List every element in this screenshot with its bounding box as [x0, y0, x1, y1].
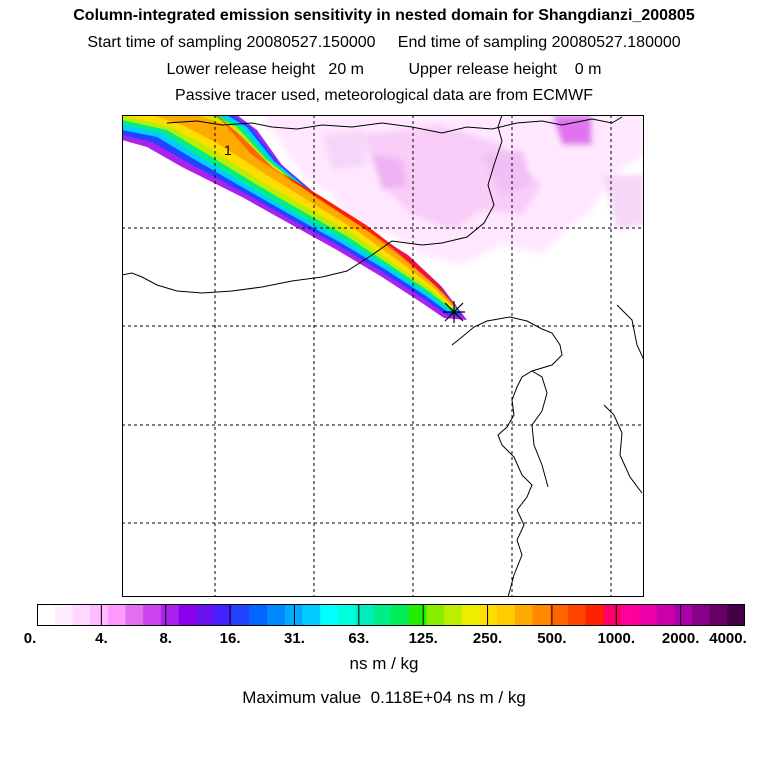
release-heights: Lower release height 20 m Upper release … [0, 60, 768, 80]
colorbar-cell [214, 604, 233, 626]
colorbar-cell [709, 604, 728, 626]
sampling-times: Start time of sampling 20080527.150000 E… [0, 33, 768, 53]
colorbar-cell [107, 604, 127, 626]
background-sensitivity-field [262, 115, 644, 265]
colorbar-tick-label: 125. [408, 630, 438, 647]
colorbar-cell [337, 604, 357, 626]
colorbar-cell [727, 604, 745, 626]
colorbar-tick-label: 500. [537, 630, 567, 647]
lower-height-label: Lower release height [166, 61, 316, 78]
colorbar-cell [514, 604, 534, 626]
colorbar-cell [249, 604, 268, 626]
colorbar-cell [461, 604, 481, 626]
colorbar-cell [231, 604, 250, 626]
colorbar-cell [90, 604, 109, 626]
colorbar [37, 604, 745, 626]
emission-sensitivity-plume [122, 115, 467, 320]
colorbar-cell [638, 604, 658, 626]
colorbar-cell [373, 604, 392, 626]
colorbar-tick-label: 4. [95, 630, 108, 647]
colorbar-cell [37, 604, 56, 626]
start-time-value: 20080527.150000 [246, 34, 376, 51]
colorbar-tick-label: 16. [219, 630, 241, 647]
colorbar-cell [585, 604, 604, 626]
colorbar-tick-label: 63. [348, 630, 370, 647]
maximum-value: Maximum value 0.118E+04 ns m / kg [242, 688, 526, 707]
colorbar-cell [160, 604, 180, 626]
colorbar-tick-label: 4000. [709, 630, 747, 647]
end-time-value: 20080527.180000 [551, 34, 681, 51]
upper-height-value: 0 m [574, 61, 602, 78]
colorbar-tick-label: 8. [159, 630, 172, 647]
colorbar-cell [143, 604, 162, 626]
colorbar-tick-label: 2000. [661, 630, 700, 647]
start-time-label: Start time of sampling [87, 34, 243, 51]
colorbar-cell [444, 604, 463, 626]
colorbar-cell [391, 604, 410, 626]
colorbar-cell [550, 604, 569, 626]
colorbar-cell [355, 604, 374, 626]
colorbar-cell [196, 604, 215, 626]
colorbar-cell [320, 604, 339, 626]
plume-label: 1 [224, 142, 232, 158]
colorbar-cell [72, 604, 91, 626]
map-title: Column-integrated emission sensitivity i… [73, 7, 695, 24]
colorbar-cell [532, 604, 551, 626]
colorbar-cell [267, 604, 286, 626]
colorbar-cell [603, 604, 622, 626]
lat-lon-grid [122, 115, 644, 597]
colorbar-cell [497, 604, 516, 626]
colorbar-cell [302, 604, 321, 626]
colorbar-tick-label: 250. [472, 630, 503, 647]
receptor-marker-icon [443, 301, 465, 323]
colorbar-cell [178, 604, 197, 626]
colorbar-tick-label: 31. [284, 630, 305, 647]
upper-height-label: Upper release height [408, 61, 557, 78]
colorbar-cell [54, 604, 73, 626]
colorbar-cell [426, 604, 445, 626]
colorbar-cell [656, 604, 675, 626]
colorbar-cell [125, 604, 144, 626]
colorbar-tick-label: 0. [23, 630, 37, 647]
colorbar-cell [621, 604, 640, 626]
colorbar-unit: ns m / kg [349, 654, 419, 673]
colorbar-tick-label: 1000. [597, 630, 636, 647]
end-time-label: End time of sampling [397, 34, 548, 51]
colorbar-cell [674, 604, 693, 626]
colorbar-cell [479, 604, 498, 626]
tracer-info: Passive tracer used, meteorological data… [175, 87, 593, 104]
lower-height-value: 20 m [328, 61, 364, 78]
colorbar-cell [691, 604, 711, 626]
colorbar-cell [568, 604, 587, 626]
sensitivity-map: 1 [122, 115, 644, 597]
colorbar-cell [408, 604, 427, 626]
